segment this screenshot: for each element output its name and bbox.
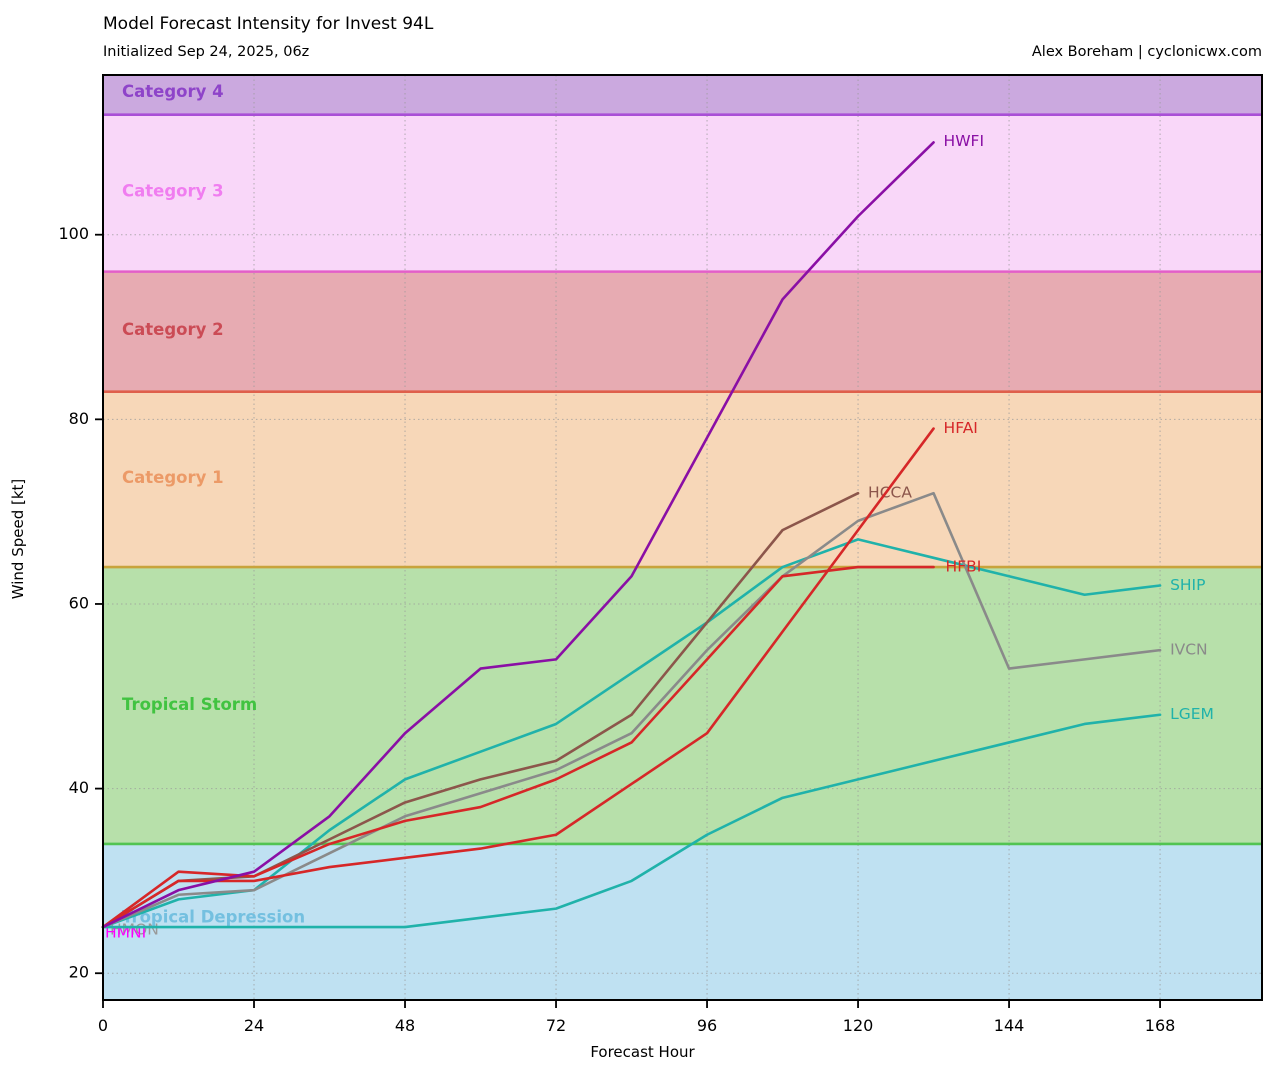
y-tick-label-40: 40	[69, 778, 89, 797]
series-label-HWFI: HWFI	[944, 132, 984, 150]
y-tick-label-100: 100	[58, 224, 89, 243]
chart-subtitle: Initialized Sep 24, 2025, 06z	[103, 44, 310, 60]
x-tick-label-0: 0	[98, 1016, 108, 1035]
series-line-HFAI	[101, 427, 935, 929]
series-line-HWFI	[101, 141, 935, 929]
band-label-category-2: Category 2	[122, 320, 224, 339]
band-label-category-1: Category 1	[122, 468, 224, 487]
x-tick-label-72: 72	[546, 1016, 566, 1035]
category-band-category-3	[103, 114, 1262, 272]
series-label-HMON: HMON	[110, 921, 159, 939]
chart-title: Model Forecast Intensity for Invest 94L	[103, 14, 434, 34]
series-label-HCCA: HCCA	[868, 484, 912, 502]
series-label-HFBI: HFBI	[946, 558, 982, 576]
chart-credit: Alex Boreham | cyclonicwx.com	[1031, 44, 1262, 60]
plot-border	[102, 74, 1263, 1001]
x-tick-label-168: 168	[1145, 1016, 1176, 1035]
x-tick-label-144: 144	[994, 1016, 1025, 1035]
x-tick-label-96: 96	[697, 1016, 717, 1035]
series-label-IVCN: IVCN	[1170, 641, 1208, 659]
band-label-category-4: Category 4	[122, 82, 224, 101]
series-line-IVCN	[101, 491, 1162, 929]
category-band-category-4	[103, 75, 1262, 115]
band-label-category-3: Category 3	[122, 182, 224, 201]
series-label-HFAI: HFAI	[944, 419, 978, 437]
series-label-LGEM: LGEM	[1170, 705, 1214, 723]
series-line-SHIP	[101, 538, 1162, 929]
x-tick-label-48: 48	[395, 1016, 415, 1035]
y-tick-label-80: 80	[69, 409, 89, 428]
band-label-tropical-depression: Tropical Depression	[122, 907, 305, 926]
category-band-tropical-storm	[103, 567, 1262, 844]
series-line-LGEM	[101, 713, 1162, 929]
y-axis-label: Wind Speed [kt]	[9, 478, 27, 600]
x-tick-label-24: 24	[244, 1016, 264, 1035]
series-label-SHIP: SHIP	[1170, 576, 1205, 594]
category-band-category-1	[103, 391, 1262, 568]
y-tick-label-60: 60	[69, 593, 89, 612]
x-axis-label: Forecast Hour	[590, 1043, 695, 1061]
band-label-tropical-storm: Tropical Storm	[122, 695, 257, 714]
category-band-category-2	[103, 271, 1262, 392]
x-tick-label-120: 120	[843, 1016, 874, 1035]
y-tick-label-20: 20	[69, 963, 89, 982]
